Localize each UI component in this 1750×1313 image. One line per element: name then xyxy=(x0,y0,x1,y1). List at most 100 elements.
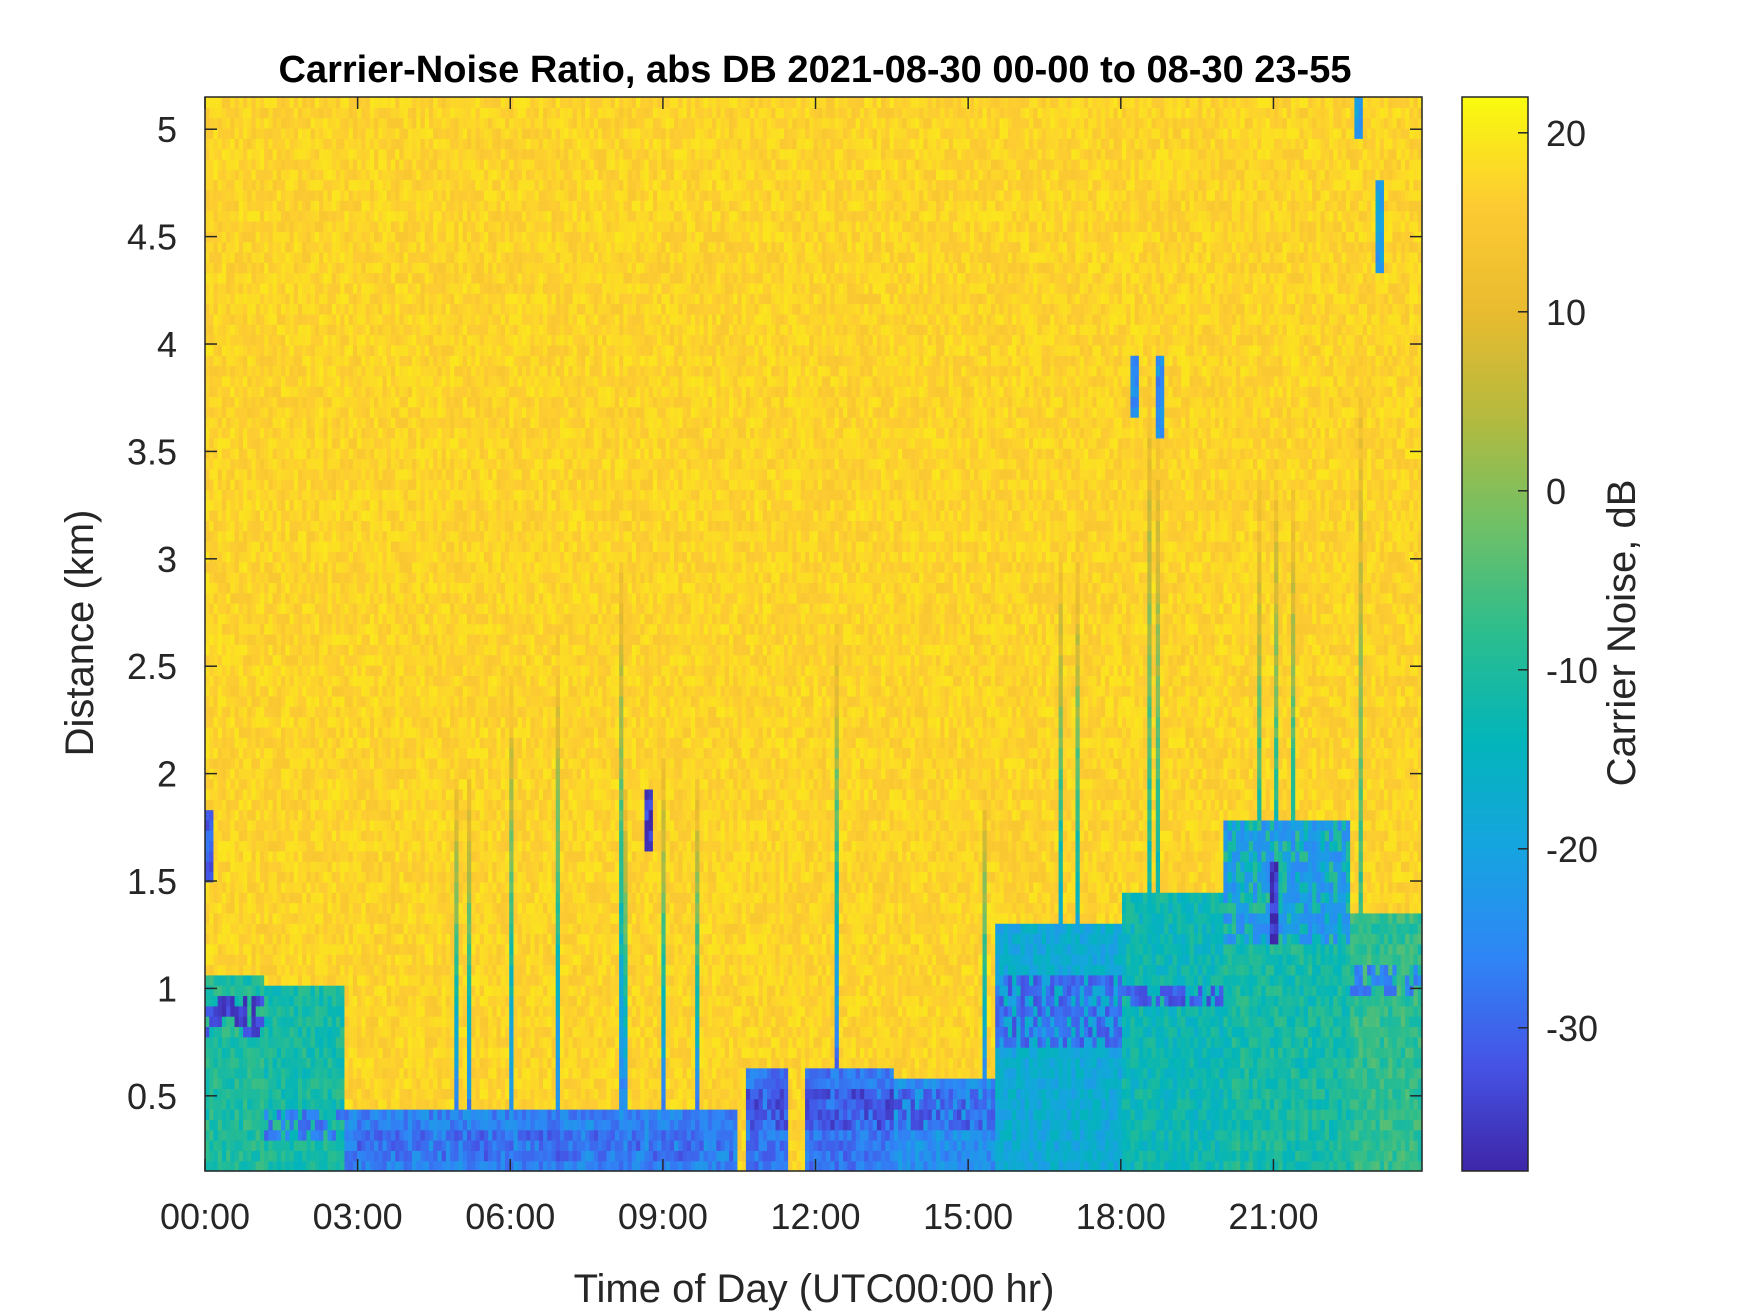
heatmap-cell xyxy=(302,448,307,459)
heatmap-cell xyxy=(298,417,303,428)
heatmap-cell xyxy=(328,262,333,273)
heatmap-cell xyxy=(273,675,278,686)
heatmap-cell xyxy=(222,964,227,975)
heatmap-cell xyxy=(285,861,290,872)
heatmap-cell xyxy=(340,1088,345,1099)
heatmap-cell xyxy=(230,841,235,852)
heatmap-cell xyxy=(277,252,282,263)
heatmap-cell xyxy=(306,593,311,604)
heatmap-cell xyxy=(213,345,218,356)
heatmap-cell xyxy=(328,510,333,521)
heatmap-cell xyxy=(290,593,295,604)
heatmap-cell xyxy=(349,562,354,573)
heatmap-cell xyxy=(260,582,265,593)
heatmap-cell xyxy=(294,551,299,562)
heatmap-cell xyxy=(213,944,218,955)
heatmap-cell xyxy=(251,1161,256,1172)
heatmap-cell xyxy=(336,872,341,883)
heatmap-cell xyxy=(311,696,316,707)
heatmap-cell xyxy=(349,97,354,108)
heatmap-cell xyxy=(285,644,290,655)
heatmap-cell xyxy=(344,438,349,449)
heatmap-cell xyxy=(230,107,235,118)
heatmap-cell xyxy=(251,1068,256,1079)
heatmap-cell xyxy=(256,634,261,645)
heatmap-cell xyxy=(306,634,311,645)
heatmap-cell xyxy=(285,541,290,552)
heatmap-cell xyxy=(319,903,324,914)
heatmap-cell xyxy=(264,396,269,407)
heatmap-cell xyxy=(239,366,244,377)
heatmap-cell xyxy=(243,706,248,717)
heatmap-cell xyxy=(332,479,337,490)
heatmap-cell xyxy=(315,582,320,593)
heatmap-cell xyxy=(349,1119,354,1130)
heatmap-cell xyxy=(235,138,240,149)
heatmap-cell xyxy=(273,448,278,459)
heatmap-cell xyxy=(268,1047,273,1058)
heatmap-cell xyxy=(315,1088,320,1099)
heatmap-cell xyxy=(349,758,354,769)
heatmap-cell xyxy=(323,1068,328,1079)
heatmap-cell xyxy=(277,861,282,872)
heatmap-cell xyxy=(264,593,269,604)
heatmap-cell xyxy=(344,892,349,903)
heatmap-cell xyxy=(349,1006,354,1017)
heatmap-cell xyxy=(260,706,265,717)
heatmap-cell xyxy=(353,954,358,965)
heatmap-cell xyxy=(323,314,328,325)
heatmap-cell xyxy=(298,624,303,635)
heatmap-cell xyxy=(247,954,252,965)
heatmap-cell xyxy=(251,107,256,118)
heatmap-cell xyxy=(306,1088,311,1099)
heatmap-cell xyxy=(340,417,345,428)
heatmap-cell xyxy=(256,1006,261,1017)
heatmap-cell xyxy=(235,572,240,583)
heatmap-cell xyxy=(306,221,311,232)
heatmap-cell xyxy=(226,717,231,728)
heatmap-cell xyxy=(277,128,282,139)
heatmap-cell xyxy=(319,789,324,800)
heatmap-cell xyxy=(251,1026,256,1037)
heatmap-cell xyxy=(251,376,256,387)
heatmap-cell xyxy=(336,417,341,428)
heatmap-cell xyxy=(222,335,227,346)
heatmap-cell xyxy=(251,417,256,428)
heatmap-cell xyxy=(285,1130,290,1141)
heatmap-cell xyxy=(243,944,248,955)
heatmap-cell xyxy=(243,655,248,666)
heatmap-cell xyxy=(290,892,295,903)
heatmap-cell xyxy=(235,727,240,738)
heatmap-cell xyxy=(285,118,290,129)
heatmap-cell xyxy=(281,861,286,872)
heatmap-cell xyxy=(349,624,354,635)
heatmap-cell xyxy=(230,97,235,108)
heatmap-cell xyxy=(281,779,286,790)
heatmap-cell xyxy=(277,200,282,211)
heatmap-cell xyxy=(268,562,273,573)
heatmap-cell xyxy=(235,180,240,191)
heatmap-cell xyxy=(281,262,286,273)
heatmap-cell xyxy=(340,882,345,893)
heatmap-cell xyxy=(235,613,240,624)
heatmap-cell xyxy=(323,995,328,1006)
heatmap-cell xyxy=(349,211,354,222)
heatmap-cell xyxy=(349,768,354,779)
heatmap-cell xyxy=(328,582,333,593)
heatmap-cell xyxy=(315,830,320,841)
heatmap-cell xyxy=(247,1119,252,1130)
heatmap-cell xyxy=(222,985,227,996)
heatmap-cell xyxy=(226,118,231,129)
heatmap-cell xyxy=(294,686,299,697)
heatmap-cell xyxy=(281,1140,286,1151)
heatmap-cell xyxy=(290,262,295,273)
heatmap-cell xyxy=(247,190,252,201)
heatmap-cell xyxy=(344,520,349,531)
heatmap-cell xyxy=(264,1047,269,1058)
heatmap-cell xyxy=(323,304,328,315)
heatmap-cell xyxy=(213,644,218,655)
heatmap-cell xyxy=(273,407,278,418)
heatmap-cell xyxy=(336,1057,341,1068)
heatmap-cell xyxy=(226,975,231,986)
heatmap-cell xyxy=(226,1119,231,1130)
